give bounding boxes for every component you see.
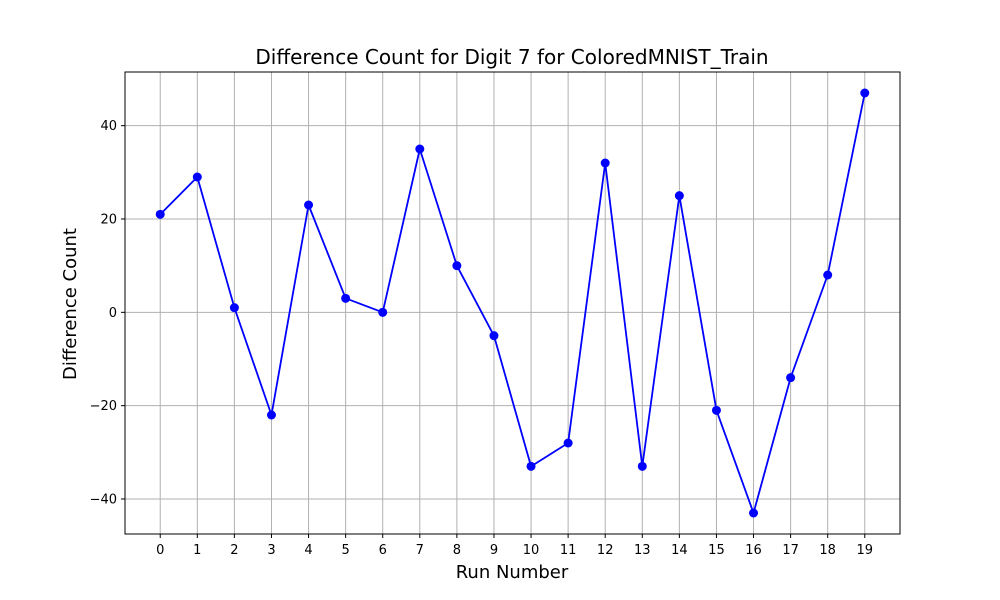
data-point	[155, 209, 165, 219]
data-series	[155, 88, 870, 518]
data-point	[860, 88, 870, 98]
data-point	[637, 461, 647, 471]
x-axis-label: Run Number	[456, 562, 569, 583]
data-point	[711, 405, 721, 415]
axes	[124, 71, 901, 535]
y-tick-label: −20	[90, 399, 117, 414]
x-tick-label: 2	[230, 543, 238, 558]
y-tick-label: 20	[100, 213, 117, 228]
x-tick-label: 5	[341, 543, 349, 558]
data-point	[266, 410, 276, 420]
data-point	[786, 373, 796, 383]
x-tick-label: 15	[708, 543, 725, 558]
data-point	[341, 293, 351, 303]
x-tick-label: 4	[304, 543, 312, 558]
chart-title: Difference Count for Digit 7 for Colored…	[255, 45, 768, 69]
y-tick-label: 0	[109, 306, 117, 321]
x-tick-label: 16	[745, 543, 762, 558]
x-tick-label: 18	[819, 543, 836, 558]
data-point	[452, 261, 462, 271]
y-tick-label: 40	[100, 119, 117, 134]
plot-frame	[124, 71, 901, 535]
y-tick-label: −40	[90, 493, 117, 508]
x-tick-label: 10	[523, 543, 540, 558]
x-tick-label: 19	[856, 543, 873, 558]
x-tick-label: 8	[453, 543, 461, 558]
x-tick-label: 17	[782, 543, 799, 558]
x-tick-label: 13	[634, 543, 651, 558]
data-point	[674, 191, 684, 201]
data-point	[600, 158, 610, 168]
data-point	[378, 307, 388, 317]
grid-lines	[125, 72, 900, 534]
axis-ticks: 0 1 2 3 4 5 6 7 8 9 10 11 12 13 14 15 16 17 18 19−40−200204…	[90, 119, 873, 558]
data-point	[563, 438, 573, 448]
x-tick-label: 11	[560, 543, 577, 558]
x-tick-label: 12	[597, 543, 614, 558]
data-point	[823, 270, 833, 280]
x-tick-label: 1	[193, 543, 201, 558]
series-line	[159, 92, 866, 514]
x-tick-label: 14	[671, 543, 688, 558]
data-point	[192, 172, 202, 182]
x-tick-label: 6	[379, 543, 387, 558]
x-tick-label: 9	[490, 543, 498, 558]
x-tick-label: 3	[267, 543, 275, 558]
data-point	[229, 303, 239, 313]
x-tick-label: 7	[416, 543, 424, 558]
data-point	[749, 508, 759, 518]
data-point	[526, 461, 536, 471]
y-axis-label: Difference Count	[60, 228, 81, 380]
data-point	[489, 331, 499, 341]
data-point	[415, 144, 425, 154]
data-point	[304, 200, 314, 210]
x-tick-label: 0	[156, 543, 164, 558]
